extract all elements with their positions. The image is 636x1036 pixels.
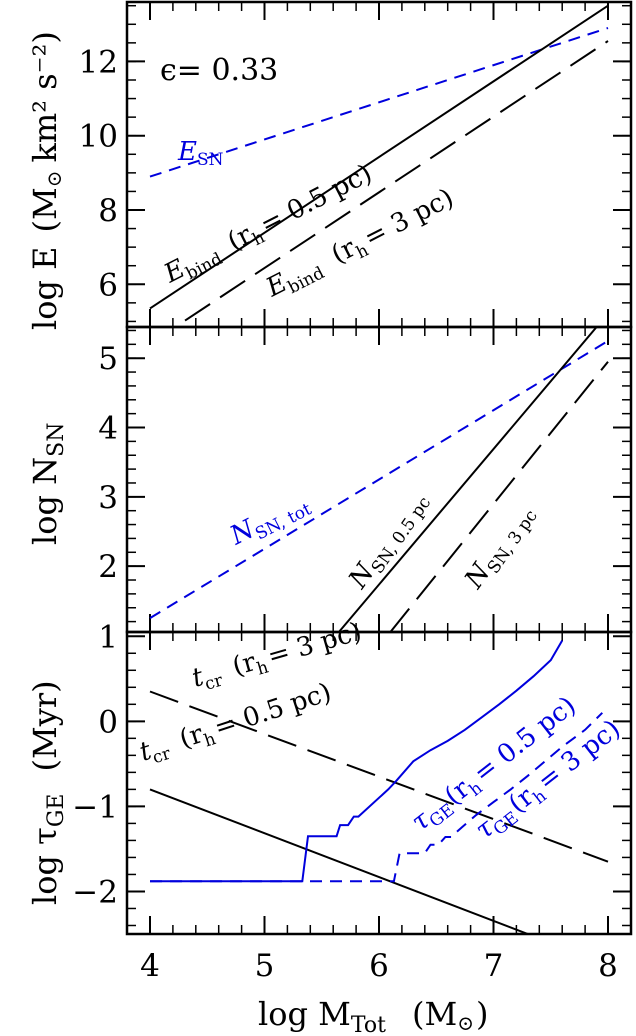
ytick-label: 4 (98, 411, 118, 447)
ytick-label: −2 (72, 874, 118, 910)
series-line-0-2 (173, 40, 609, 327)
tcr-05-label: tcr(rh= 0.5 pc) (136, 677, 336, 771)
xlabel: log MTot (M⊙) (258, 995, 488, 1036)
ytick-label: 3 (98, 480, 118, 516)
xtick-label: 5 (255, 948, 275, 984)
ytick-label: 1 (98, 619, 118, 655)
ytick-label: −1 (72, 789, 118, 825)
series-line-1-1 (338, 327, 598, 632)
series-lines (149, 4, 609, 934)
esn-label: ESN (177, 137, 224, 170)
series-line-1-0 (149, 340, 609, 619)
panel-0-series (149, 4, 609, 327)
ytick-label: 0 (98, 704, 118, 740)
top-ylabel: log E(M⊙km² s⁻²) (26, 31, 66, 330)
xtick-label: 4 (140, 948, 160, 984)
nsn-05-label: NSN, 0.5 pc (343, 485, 436, 597)
series-line-0-0 (149, 27, 609, 178)
epsilon-label: ϵ= 0.33 (160, 53, 278, 88)
panel-1-series (149, 327, 609, 632)
ytick-label: 5 (98, 341, 118, 377)
tick-labels: 6 8 10 12 2 3 4 5 −2 −1 0 1 4 5 6 7 8 (72, 44, 618, 984)
sun-symbol-x: ⊙ (457, 1011, 474, 1035)
ytick-label: 8 (98, 193, 118, 229)
nsn-3-label: NSN, 3 pc (459, 498, 542, 597)
series-line-2-1 (149, 788, 529, 934)
ytick-label: 6 (98, 267, 118, 303)
tick-marks (127, 2, 631, 934)
panel-2-series (149, 639, 609, 934)
series-line-1-2 (389, 361, 609, 632)
series-line-2-2 (150, 639, 564, 883)
middle-ylabel: log NSN (26, 423, 69, 545)
bottom-ylabel: log τGE(Myr) (26, 680, 69, 905)
tcr-3-label: tcr(rh= 3 pc) (189, 617, 366, 698)
ytick-label: 10 (79, 119, 118, 155)
ytick-label: 2 (98, 549, 118, 585)
series-line-0-1 (149, 4, 609, 310)
xtick-label: 7 (484, 948, 504, 984)
xtick-label: 8 (598, 948, 618, 984)
series-line-2-0 (149, 690, 609, 863)
sun-symbol: ⊙ (42, 170, 66, 187)
ytick-label: 12 (79, 44, 118, 80)
xtick-label: 6 (369, 948, 389, 984)
